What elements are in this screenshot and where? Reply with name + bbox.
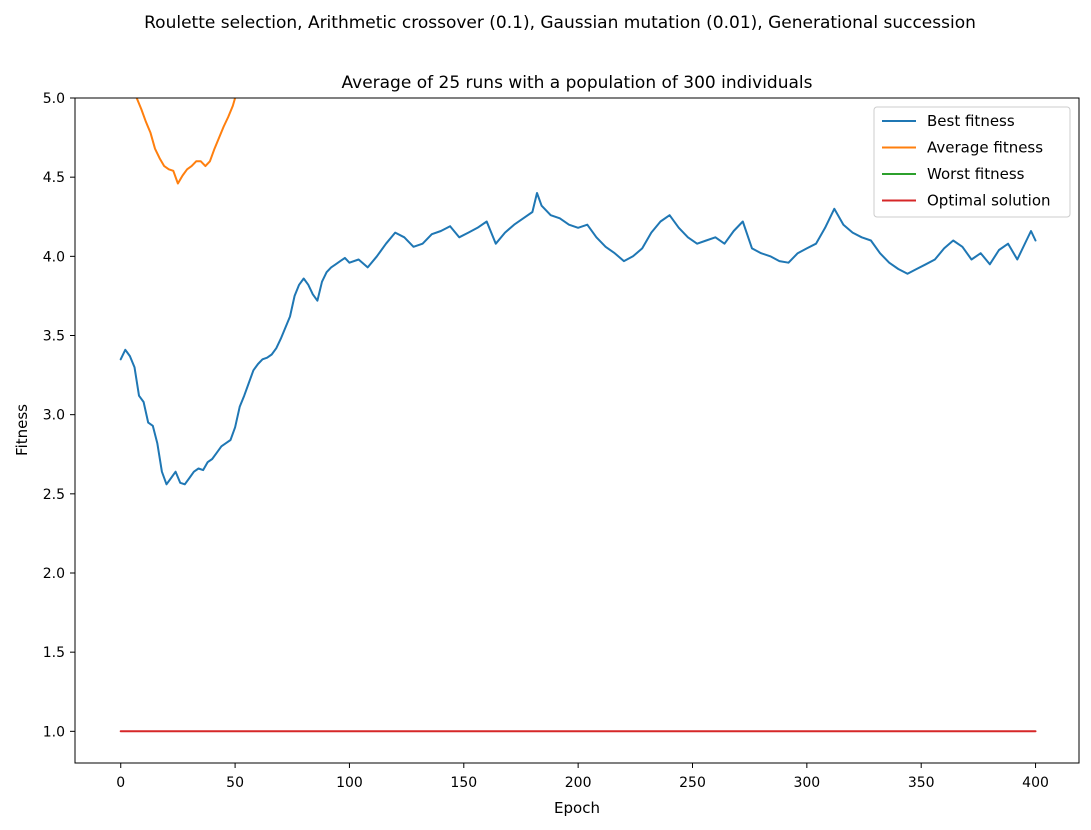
series-line-average-fitness bbox=[135, 98, 237, 185]
legend-items: Best fitness Average fitness Worst fitness… bbox=[882, 112, 1051, 210]
legend-label: Best fitness bbox=[927, 112, 1015, 130]
y-tick-label: 2.5 bbox=[43, 487, 65, 503]
x-tick-label: 400 bbox=[1022, 775, 1049, 791]
figure-suptitle: Roulette selection, Arithmetic crossover… bbox=[144, 13, 976, 33]
x-axis-label: Epoch bbox=[554, 799, 600, 817]
x-tick-label: 200 bbox=[565, 775, 592, 791]
legend-label: Worst fitness bbox=[927, 165, 1025, 183]
axes-frame bbox=[74, 97, 1080, 764]
x-tick-label: 100 bbox=[336, 775, 363, 791]
y-tick-label: 3.0 bbox=[43, 408, 65, 424]
x-tick-label: 50 bbox=[226, 775, 244, 791]
y-axis-label: Fitness bbox=[13, 404, 31, 456]
legend-box bbox=[873, 106, 1071, 218]
y-tick-label: 4.5 bbox=[43, 170, 65, 186]
plot-area bbox=[74, 97, 1080, 764]
x-tick-label: 300 bbox=[793, 775, 820, 791]
x-tick-label: 250 bbox=[679, 775, 706, 791]
legend-label: Average fitness bbox=[927, 139, 1043, 157]
series-layer bbox=[119, 98, 1037, 733]
x-tick-label: 150 bbox=[450, 775, 477, 791]
y-tick-label: 1.5 bbox=[43, 645, 65, 661]
chart-title: Average of 25 runs with a population of … bbox=[342, 73, 813, 93]
y-tick-label: 3.5 bbox=[43, 329, 65, 345]
y-tick-label: 5.0 bbox=[43, 91, 65, 107]
y-tick-label: 1.0 bbox=[43, 724, 65, 740]
y-axis: 1.0 1.5 2.0 2.5 3.0 3.5 4.0 4.5 5.0 bbox=[43, 91, 75, 740]
x-axis: 0 50 100 150 200 250 300 350 400 bbox=[116, 763, 1049, 791]
y-tick-label: 4.0 bbox=[43, 249, 65, 265]
x-tick-label: 350 bbox=[908, 775, 935, 791]
y-tick-label: 2.0 bbox=[43, 566, 65, 582]
legend-label: Optimal solution bbox=[927, 192, 1051, 210]
series-line-best-fitness bbox=[119, 192, 1037, 486]
legend: Best fitness Average fitness Worst fitness… bbox=[873, 106, 1071, 218]
x-tick-label: 0 bbox=[116, 775, 125, 791]
